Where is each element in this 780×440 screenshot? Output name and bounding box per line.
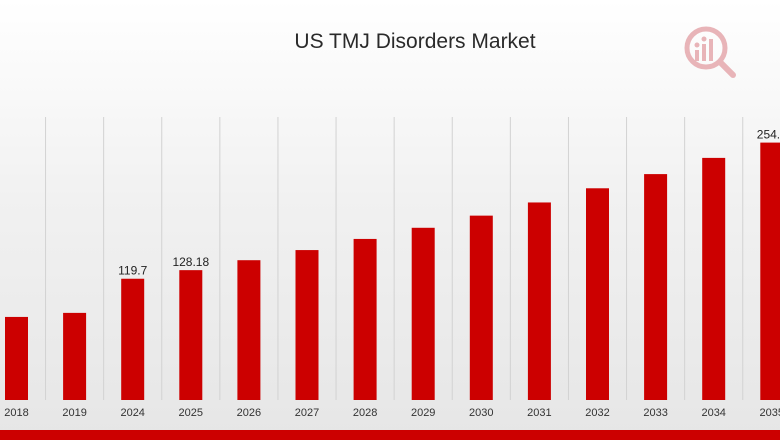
chart-title: US TMJ Disorders Market xyxy=(294,30,536,53)
x-tick-label: 2019 xyxy=(62,407,86,419)
x-tick-label: 2034 xyxy=(701,407,725,419)
x-tick-label: 2024 xyxy=(120,407,144,419)
bar-2019 xyxy=(63,312,87,400)
market-research-logo-icon xyxy=(684,26,736,78)
x-tick-label: 2030 xyxy=(469,407,493,419)
bar-2029 xyxy=(411,227,435,400)
bar-2033 xyxy=(644,174,668,400)
x-tick-label: 2035 xyxy=(760,407,780,419)
bar-2018 xyxy=(5,316,28,400)
data-label-2035: 254.1 xyxy=(757,128,780,142)
bar-2034 xyxy=(702,157,726,400)
data-label-2025: 128.18 xyxy=(172,255,209,269)
x-tick-label: 2031 xyxy=(527,407,551,419)
x-tick-label: 2028 xyxy=(353,407,377,419)
x-tick-label: 2032 xyxy=(585,407,609,419)
data-label-2024: 119.7 xyxy=(118,264,147,278)
bottom-accent-band xyxy=(0,430,780,440)
bar-2024 xyxy=(121,278,145,400)
bar-2025 xyxy=(179,270,203,400)
x-tick-label: 2026 xyxy=(237,407,261,419)
bar-2030 xyxy=(469,215,493,400)
x-tick-label: 2018 xyxy=(4,407,28,419)
bar-2026 xyxy=(237,260,261,400)
bar-2028 xyxy=(353,238,377,400)
x-tick-label: 2027 xyxy=(295,407,319,419)
x-tick-label: 2029 xyxy=(411,407,435,419)
bar-2027 xyxy=(295,250,319,400)
x-tick-label: 2033 xyxy=(643,407,667,419)
bar-2031 xyxy=(527,202,551,400)
bar-2035 xyxy=(760,142,780,401)
x-tick-label: 2025 xyxy=(179,407,203,419)
bar-2032 xyxy=(586,188,609,400)
